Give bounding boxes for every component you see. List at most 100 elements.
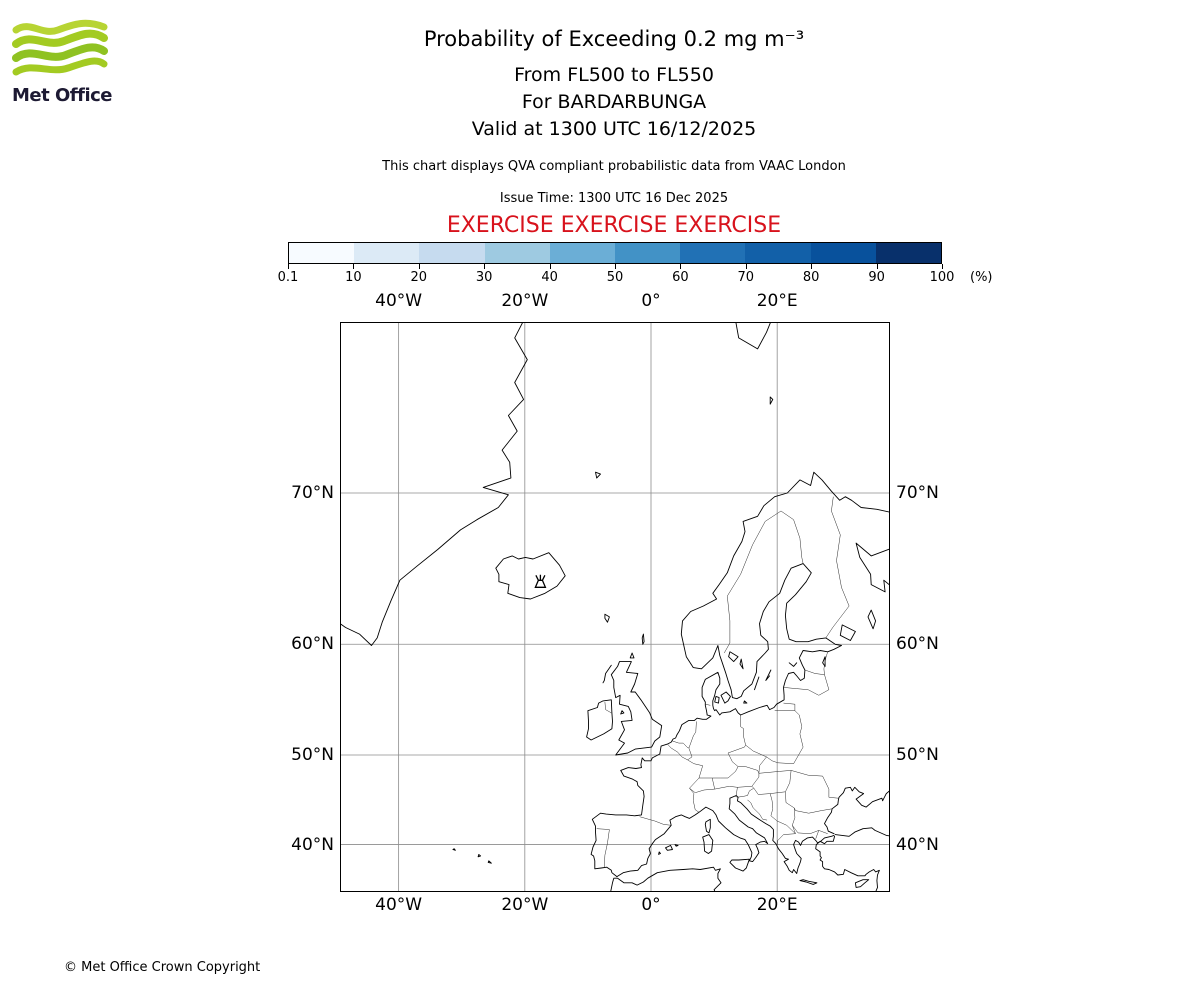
colorbar-tick: [484, 264, 486, 269]
coastline-zealand: [720, 691, 731, 704]
border-fr-east: [667, 743, 703, 813]
coastline-great-britain: [610, 661, 663, 756]
colorbar-tick-label: 90: [868, 270, 885, 285]
coastline-scandinavia-baltic: [680, 471, 890, 716]
coastline-jan-mayen: [595, 471, 601, 479]
x-axis-label-top: 20°E: [756, 291, 798, 311]
border-ro-bg: [793, 807, 833, 814]
colorbar-segment: [289, 243, 355, 263]
coastline-lake-vanern: [728, 651, 739, 663]
border-se-fi: [780, 510, 804, 564]
border-de-at: [712, 766, 739, 779]
y-axis-label-left: 60°N: [291, 634, 334, 655]
coastline-sardinia: [702, 834, 714, 854]
colorbar-segment: [484, 243, 550, 263]
coastline-greenland: [340, 322, 528, 646]
probability-colorbar: [288, 242, 942, 264]
x-axis-label-bottom: 40°W: [375, 895, 423, 915]
colorbar-tick: [615, 264, 616, 269]
border-at-it-si: [714, 786, 738, 796]
y-axis-label-right: 60°N: [896, 634, 939, 655]
border-ru-lt: [783, 702, 796, 711]
coastline-bear-island: [769, 396, 774, 405]
coastline-faroe-islands: [604, 613, 610, 623]
colorbar-segment: [354, 243, 420, 263]
coastline-corsica: [704, 818, 711, 834]
coastline-hebrides: [602, 664, 612, 684]
colorbar-tick-label: 80: [802, 270, 820, 285]
border-no-se: [723, 510, 782, 654]
border-lv-lt: [783, 687, 819, 696]
colorbar-ticks: [288, 264, 944, 269]
copyright-notice: © Met Office Crown Copyright: [64, 960, 261, 975]
colorbar-tick-label: 20: [410, 270, 428, 285]
colorbar-tick: [811, 264, 813, 269]
border-es-pt: [596, 828, 610, 868]
colorbar-tick: [288, 264, 289, 269]
border-fi-ru: [825, 496, 850, 639]
y-axis-label-left: 40°N: [291, 834, 334, 855]
border-rs-west: [769, 793, 796, 834]
coastline-lake-onega: [867, 609, 877, 630]
border-hr-si: [736, 787, 754, 798]
y-axis-label-right: 40°N: [896, 834, 939, 855]
coastline-sicily: [729, 858, 750, 872]
coastline-svalbard: [735, 322, 772, 350]
coastline-mainland-west-europe: [590, 714, 712, 878]
colorbar-tick: [876, 264, 878, 269]
coastline-mediterranean-north: [616, 795, 835, 878]
coastline-crete: [799, 879, 818, 885]
x-axis-label-top: 0°: [641, 291, 661, 311]
colorbar-tick: [745, 264, 747, 269]
coastline-azores-east: [487, 860, 492, 864]
exercise-banner: EXERCISE EXERCISE EXERCISE: [446, 213, 782, 238]
map-frame: [340, 322, 890, 892]
coastline-lake-vattern: [739, 658, 744, 670]
coastline-ireland: [586, 699, 613, 741]
border-balkan-west: [776, 825, 796, 847]
border-de-pl: [740, 715, 746, 746]
coastline-mallorca: [665, 844, 673, 851]
border-ie-uk: [604, 701, 612, 714]
valid-time-subtitle: Valid at 1300 UTC 16/12/2025: [471, 118, 757, 140]
map-border: [340, 322, 890, 892]
colorbar-tick-label: 70: [737, 270, 755, 285]
coastline-isle-of-man: [620, 710, 625, 715]
border-ee-ru: [823, 651, 828, 675]
colorbar-tick-label: 40: [541, 270, 558, 285]
map-canvas: [340, 322, 890, 892]
y-axis-label-right: 70°N: [896, 483, 939, 503]
border-at-east: [738, 766, 760, 774]
flight-level-subtitle: From FL500 to FL550: [514, 64, 714, 86]
colorbar-tick-label: 10: [345, 270, 362, 285]
border-hu-ring: [751, 770, 792, 795]
border-ro-ua-md: [791, 770, 839, 799]
border-gr-tr-evros: [815, 830, 820, 839]
border-rs-bg: [792, 807, 796, 826]
chart-title: Probability of Exceeding 0.2 mg m⁻³: [423, 27, 805, 51]
border-pl-south: [745, 744, 794, 764]
border-cz-sk: [758, 756, 767, 774]
y-axis-label-right: 50°N: [896, 744, 939, 765]
colorbar-tick-label: 100: [929, 270, 955, 285]
border-es-fr: [639, 816, 672, 826]
x-axis-label-top: 20°W: [501, 291, 549, 311]
colorbar-labels: 0.1 10 20 30 40 50 60 70 80 90 100: [278, 270, 955, 286]
coastline-shetland: [641, 633, 645, 645]
colorbar-segment: [419, 243, 485, 263]
x-axis-label-bottom: 20°E: [756, 895, 798, 915]
coastline-turkey-black-sea: [834, 827, 890, 837]
met-office-waves-icon: [12, 19, 108, 76]
volcano-subtitle: For BARDARBUNGA: [521, 91, 707, 113]
border-at-si-hu: [737, 773, 760, 788]
colorbar-unit: (%): [970, 270, 993, 285]
colorbar-tick: [549, 264, 551, 269]
coastline-cyprus: [854, 879, 870, 888]
coastline-north-africa: [610, 866, 722, 892]
border-pl-east: [774, 710, 804, 764]
coastline-gotland: [765, 669, 772, 681]
colorbar-tick-label: 30: [475, 270, 493, 285]
x-axis-label-top: 40°W: [375, 291, 423, 311]
colorbar-tick: [942, 264, 943, 269]
colorbar-tick: [680, 264, 682, 269]
